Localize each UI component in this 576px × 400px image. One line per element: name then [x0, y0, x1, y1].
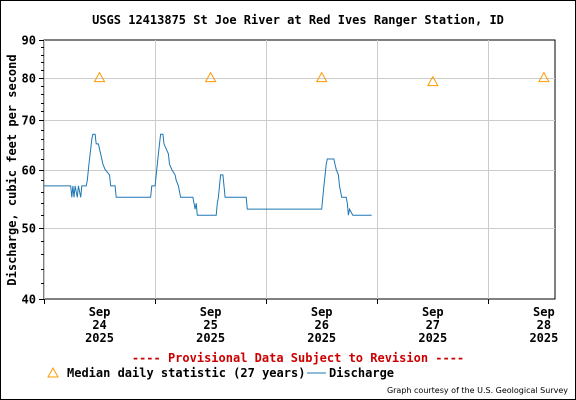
x-tick-label: Sep — [311, 305, 333, 319]
legend-median-label: Median daily statistic (27 years) — [67, 366, 305, 380]
x-tick-label: Sep — [89, 305, 111, 319]
plot-area — [43, 39, 556, 300]
x-tick-label: 2025 — [196, 331, 225, 345]
graph-credit: Graph courtesy of the U.S. Geological Su… — [387, 386, 568, 395]
x-tick-label: 25 — [203, 318, 217, 332]
median-marker — [538, 71, 550, 83]
y-axis-label: Discharge, cubic feet per second — [5, 54, 19, 285]
x-axis-ticks: Sep242025Sep252025Sep262025Sep272025Sep2… — [44, 299, 558, 345]
chart-title: USGS 12413875 St Joe River at Red Ives R… — [92, 13, 504, 27]
y-tick-label: 50 — [22, 222, 36, 236]
legend-median-marker — [47, 366, 59, 378]
median-marker — [204, 71, 217, 83]
x-tick-label: 26 — [314, 318, 328, 332]
x-tick-label: Sep — [533, 305, 555, 319]
legend: Median daily statistic (27 years) Discha… — [47, 366, 394, 380]
x-tick-label: Sep — [200, 305, 222, 319]
y-tick-label: 70 — [22, 114, 36, 128]
median-marker — [426, 75, 439, 87]
x-tick-label: 27 — [426, 318, 440, 332]
x-tick-label: 2025 — [307, 331, 336, 345]
median-marker — [93, 71, 106, 83]
series-layer — [44, 71, 550, 216]
x-tick-label: 2025 — [85, 331, 114, 345]
x-tick-label: 2025 — [529, 331, 558, 345]
x-tick-label: Sep — [422, 305, 444, 319]
provisional-notice: ---- Provisional Data Subject to Revisio… — [132, 351, 464, 365]
legend-discharge-label: Discharge — [329, 366, 394, 380]
y-tick-label: 60 — [22, 164, 36, 178]
grid-lines — [44, 40, 555, 299]
x-tick-label: 24 — [92, 318, 106, 332]
y-tick-label: 90 — [22, 34, 36, 48]
y-axis-ticks: 40 50 60 70 80 90 — [22, 34, 44, 307]
y-tick-label: 40 — [22, 293, 36, 307]
discharge-series-line — [44, 133, 372, 216]
x-tick-label: 2025 — [418, 331, 447, 345]
median-marker — [315, 71, 328, 83]
x-tick-label: 28 — [537, 318, 551, 332]
y-tick-label: 80 — [22, 72, 36, 86]
